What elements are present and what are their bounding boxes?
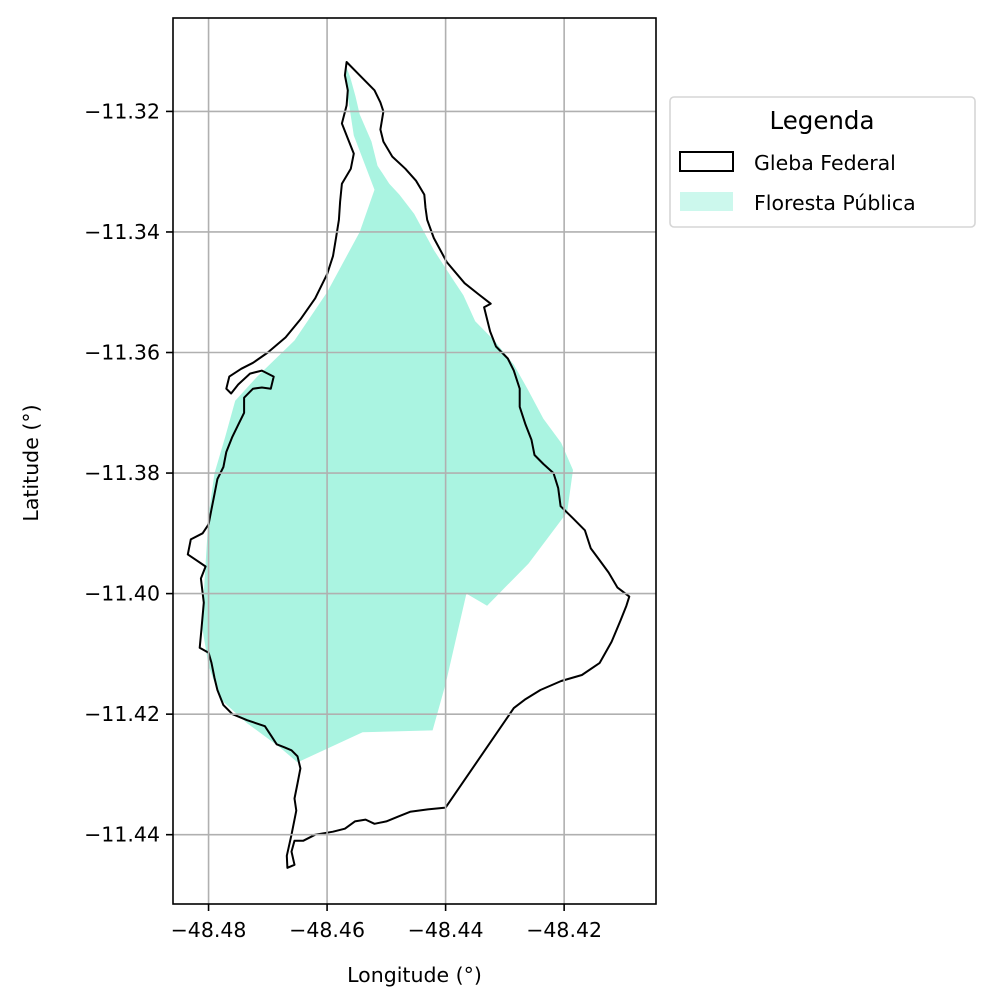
x-axis-title: Longitude (°)	[347, 963, 482, 987]
y-tick-label: −11.34	[84, 220, 160, 244]
y-tick-label: −11.44	[84, 823, 160, 847]
legend-title: Legenda	[769, 106, 874, 135]
legend-label-gleba: Gleba Federal	[754, 151, 896, 175]
x-tick-label: −48.42	[526, 918, 602, 942]
y-tick-label: −11.38	[84, 461, 160, 485]
x-tick-label: −48.46	[289, 918, 365, 942]
x-tick-label: −48.44	[408, 918, 484, 942]
y-tick-label: −11.42	[84, 702, 160, 726]
legend-swatch-gleba	[680, 152, 733, 171]
y-tick-label: −11.36	[84, 341, 160, 365]
y-axis-title: Latitude (°)	[19, 404, 43, 521]
x-tick-label: −48.48	[171, 918, 247, 942]
legend-swatch-floresta	[680, 192, 733, 211]
legend: Legenda Gleba Federal Floresta Pública	[670, 97, 975, 227]
y-tick-label: −11.32	[84, 99, 160, 123]
legend-label-floresta: Floresta Pública	[754, 191, 916, 215]
y-tick-label: −11.40	[84, 582, 160, 606]
